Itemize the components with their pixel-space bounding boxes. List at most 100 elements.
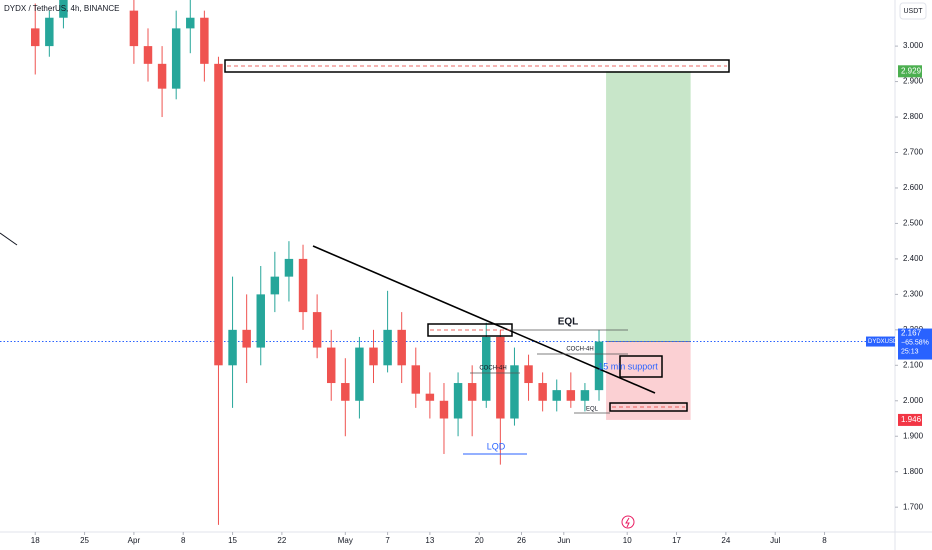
axes: 1.7001.8001.9002.0002.1002.2002.3002.400… (31, 41, 932, 545)
countdown-label: 25:13 (901, 348, 919, 355)
y-tick-label: 2.900 (903, 77, 924, 86)
demand-box (609, 402, 688, 412)
x-tick-label: 26 (517, 536, 526, 545)
profit-zone (606, 71, 691, 342)
x-tick-label: Apr (128, 536, 141, 545)
y-tick-label: 2.600 (903, 183, 924, 192)
candle-body (143, 46, 153, 64)
candle-body (453, 383, 463, 419)
x-tick-label: 17 (672, 536, 681, 545)
candle-body (439, 400, 449, 419)
y-tick-label: 2.500 (903, 219, 924, 228)
candle-body (580, 390, 590, 401)
candle-body (312, 312, 322, 348)
x-tick-label: 20 (475, 536, 484, 545)
candle-body (186, 17, 195, 29)
symbol-tag (866, 336, 895, 347)
candle-body (129, 10, 139, 47)
x-tick-label: 10 (623, 536, 632, 545)
x-tick-label: 24 (721, 536, 730, 545)
y-tick-label: 2.700 (903, 148, 924, 157)
x-tick-label: 18 (31, 536, 40, 545)
background-layer (0, 71, 895, 420)
price-tag (898, 65, 922, 78)
y-tick-label: 2.800 (903, 112, 924, 121)
price-tag-label: 1.946 (901, 415, 922, 424)
candle-body (284, 258, 294, 277)
currency: USDT (903, 8, 923, 15)
y-tick-label: 1.800 (903, 467, 924, 476)
candle-body (496, 336, 505, 419)
candle-body (538, 383, 547, 401)
candle-body (171, 28, 181, 89)
y-tick-label: 1.700 (903, 502, 924, 511)
candle-body (383, 329, 392, 366)
candle-body (228, 329, 237, 366)
annotation: EQL (586, 407, 599, 413)
y-tick-label: 2.300 (903, 289, 924, 298)
candle-body (411, 365, 421, 394)
candle-body (59, 0, 68, 18)
y-tick-label: 2.000 (903, 396, 924, 405)
loss-zone (606, 341, 691, 420)
candle-body (326, 347, 336, 384)
annotation: EQL (558, 317, 579, 328)
candles (31, 0, 604, 525)
candle-body (355, 347, 364, 401)
candle-body (397, 329, 406, 366)
x-tick-label: Jun (557, 536, 570, 545)
x-tick-label: 13 (425, 536, 434, 545)
candle-body (298, 258, 308, 313)
annotation: COCH-4H (566, 347, 593, 353)
x-tick-label: 8 (181, 536, 186, 545)
drawings: EQL COCH-4H COCH-4H LQD EQL 15 min suppo… (0, 59, 730, 529)
candle-body (214, 63, 223, 366)
candle-body (256, 294, 265, 348)
currency-button[interactable] (899, 2, 927, 20)
change-label: −65.58% (901, 339, 929, 346)
x-tick-label: Jul (770, 536, 780, 545)
chart-title: DYDX / TetherUS, 4h, BINANCE (4, 4, 119, 13)
trend-line (312, 245, 656, 394)
annotation: 15 min support (598, 361, 658, 371)
trend-stub (0, 232, 18, 246)
x-tick-label: 15 (228, 536, 237, 545)
y-tick-label: 3.000 (903, 41, 924, 50)
candle-body (566, 390, 576, 401)
y-tick-label: 2.400 (903, 254, 924, 263)
candle-body (369, 347, 378, 366)
support-box (619, 355, 663, 378)
candle-body (482, 336, 491, 401)
supply-zone (224, 59, 730, 73)
candle-body (510, 365, 519, 419)
candle-body (594, 341, 604, 391)
x-tick-label: 22 (277, 536, 286, 545)
symbol-name: DYDXUSDT (868, 339, 901, 345)
candle-body (200, 17, 209, 64)
candle-body (31, 28, 40, 47)
price-tag (898, 328, 932, 360)
y-tick-label: 1.900 (903, 431, 924, 440)
candle-body (467, 383, 477, 401)
candle-body (270, 276, 280, 295)
x-tick-label: May (338, 536, 353, 545)
annotation: LQD (487, 441, 506, 451)
candle-body (524, 365, 533, 384)
event-bolt (625, 517, 630, 528)
x-tick-label: 7 (385, 536, 390, 545)
candle-body (45, 17, 54, 47)
candle-body (341, 383, 350, 401)
annotation: COCH-4H (479, 366, 506, 372)
price-tag-label: 2.167 (901, 329, 922, 338)
price-tag (898, 413, 922, 426)
price-tag-label: 2.929 (901, 66, 922, 75)
x-tick-label: 8 (822, 536, 827, 545)
candle-body (157, 63, 167, 89)
event-icon[interactable] (621, 515, 635, 529)
candle-body (552, 390, 561, 401)
candle-body (425, 393, 435, 401)
y-tick-label: 2.100 (903, 360, 924, 369)
candle-body (242, 329, 251, 348)
